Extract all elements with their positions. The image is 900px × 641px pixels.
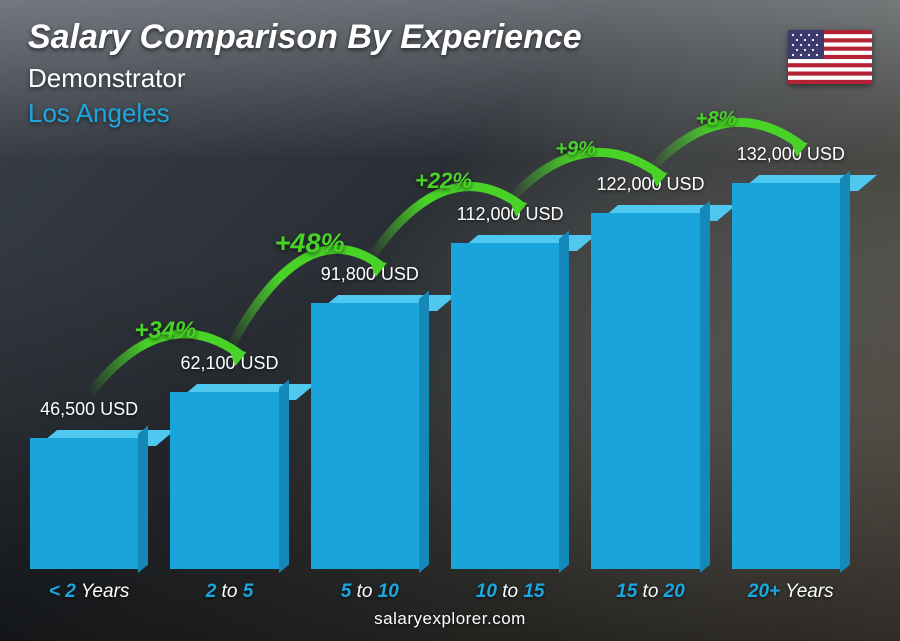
bar [170,384,288,569]
bar [451,235,569,569]
growth-arc-label: +8% [696,108,737,131]
bar [591,205,709,569]
bar-value-label: 112,000 USD [457,204,564,225]
footer-attribution: salaryexplorer.com [0,609,900,629]
bar [732,175,850,569]
bar-column: 122,000 USD15 to 20 [591,135,709,569]
bar-chart: 46,500 USD< 2 Years62,100 USD2 to 591,80… [30,135,850,569]
chart-title: Salary Comparison By Experience [28,18,582,57]
bar-x-label: 15 to 20 [591,581,709,603]
bar-value-label: 132,000 USD [737,144,845,165]
bar-x-label: 5 to 10 [311,581,429,603]
bar-x-label: < 2 Years [30,581,148,603]
header: Salary Comparison By Experience Demonstr… [28,18,582,129]
bar-column: 62,100 USD2 to 5 [170,135,288,569]
bar-value-label: 122,000 USD [596,174,704,195]
bar-value-label: 62,100 USD [180,353,278,374]
bar-column: 132,000 USD20+ Years [732,135,850,569]
bar-x-label: 20+ Years [732,581,850,603]
chart-subtitle: Demonstrator [28,63,582,94]
bar-column: 46,500 USD< 2 Years [30,135,148,569]
bar-column: 112,000 USD10 to 15 [451,135,569,569]
bar-value-label: 91,800 USD [321,264,419,285]
bar-x-label: 2 to 5 [170,581,288,603]
bar [30,430,148,569]
chart-stage: Salary Comparison By Experience Demonstr… [0,0,900,641]
bar-x-label: 10 to 15 [451,581,569,603]
bar [311,295,429,569]
bar-value-label: 46,500 USD [40,399,138,420]
chart-location: Los Angeles [28,98,582,129]
flag-icon [788,30,872,84]
bar-column: 91,800 USD5 to 10 [311,135,429,569]
